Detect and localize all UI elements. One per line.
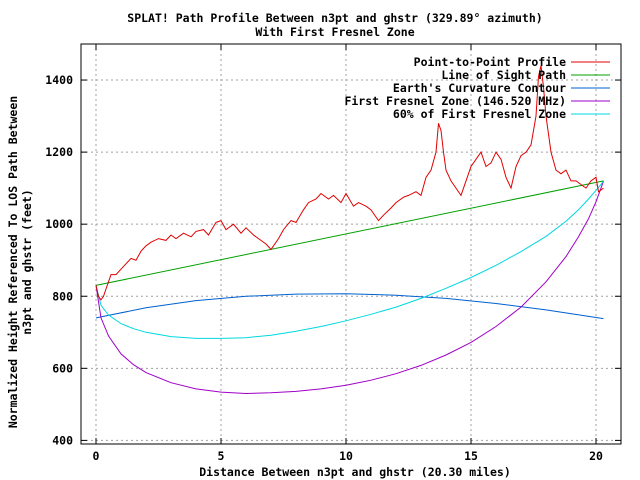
plot-frame bbox=[80, 43, 622, 445]
series-line-fresnel bbox=[95, 180, 604, 395]
x-tick-label: 5 bbox=[218, 449, 225, 463]
series-line-fresnel60 bbox=[95, 180, 604, 339]
y-tick-label: 800 bbox=[52, 289, 73, 303]
y-tick-label: 600 bbox=[52, 361, 73, 375]
y-tick-label: 1200 bbox=[45, 145, 73, 159]
y-axis-label-line1: Normalized Height Referenced To LOS Path… bbox=[6, 96, 20, 428]
grid-lines bbox=[81, 44, 621, 444]
axis-ticks: 0 5 10 15 20 400 600 800 1000 1200 1400 bbox=[45, 44, 621, 463]
y-tick-label: 1400 bbox=[45, 73, 73, 87]
x-tick-label: 10 bbox=[339, 449, 353, 463]
series-line-profile bbox=[95, 65, 604, 301]
y-tick-label: 400 bbox=[52, 433, 73, 447]
y-tick-label: 1000 bbox=[45, 217, 73, 231]
x-axis-label: Distance Between n3pt and ghstr (20.30 m… bbox=[199, 465, 511, 479]
series-layer bbox=[95, 65, 604, 395]
x-tick-label: 20 bbox=[589, 449, 603, 463]
series-line-los bbox=[95, 180, 604, 286]
legend-label-curvature: Earth's Curvature Contour bbox=[393, 81, 566, 95]
legend-label-fresnel60: 60% of First Fresnel Zone bbox=[393, 107, 566, 121]
x-tick-label: 15 bbox=[464, 449, 478, 463]
y-axis-label-line2: n3pt and ghstr (feet) bbox=[20, 189, 34, 334]
plot-border bbox=[80, 43, 622, 445]
x-tick-label: 0 bbox=[93, 449, 100, 463]
series-line-curvature bbox=[95, 293, 604, 320]
chart-title: SPLAT! Path Profile Between n3pt and ghs… bbox=[127, 11, 542, 25]
legend-label-fresnel: First Fresnel Zone (146.520 MHz) bbox=[344, 94, 566, 108]
legend-label-los: Line of Sight Path bbox=[441, 68, 566, 82]
chart-subtitle: With First Fresnel Zone bbox=[255, 25, 414, 39]
legend-label-profile: Point-to-Point Profile bbox=[414, 55, 566, 69]
